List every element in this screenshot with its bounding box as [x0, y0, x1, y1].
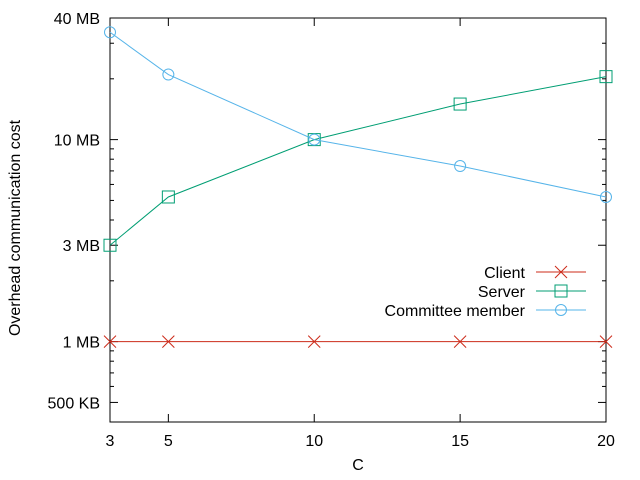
data-point [308, 133, 321, 146]
data-point [554, 284, 568, 298]
data-point [555, 304, 567, 316]
y-tick-label: 500 KB [48, 395, 100, 412]
y-tick-label: 3 MB [63, 238, 100, 255]
series-line [109, 76, 607, 246]
data-point [599, 335, 613, 348]
series-layer [103, 26, 613, 348]
data-point [599, 70, 613, 84]
data-point [103, 335, 117, 348]
data-point [161, 335, 175, 348]
data-point [600, 190, 612, 203]
data-point [453, 335, 467, 348]
series-server [103, 70, 613, 252]
data-point [454, 160, 467, 173]
data-point [161, 190, 175, 204]
x-tick-label: 20 [597, 433, 615, 450]
data-point [103, 238, 117, 252]
plot-frame [109, 17, 607, 423]
y-axis-label: Overhead communication cost [7, 119, 24, 336]
y-tick-label: 1 MB [63, 335, 100, 352]
series-committee-member [104, 26, 612, 203]
legend-label: Client [484, 265, 525, 282]
data-point [162, 68, 175, 81]
data-point [554, 265, 568, 279]
axis-ticks: 40 MB 10 MB 3 MB 1 MB 500 KB 3 5 10 15 20 [48, 11, 615, 450]
legend-label: Server [478, 284, 526, 301]
x-tick-label: 5 [164, 433, 173, 450]
x-tick-label: 10 [305, 433, 323, 450]
data-point [104, 26, 116, 39]
data-point [453, 97, 467, 111]
series-line [109, 31, 607, 198]
data-point [307, 335, 321, 348]
x-tick-label: 3 [106, 433, 115, 450]
x-tick-label: 15 [451, 433, 469, 450]
legend-label: Committee member [385, 303, 526, 320]
y-tick-label: 10 MB [54, 133, 100, 150]
legend: Client Server Committee member [385, 265, 586, 320]
series-client [103, 335, 613, 348]
y-tick-label: 40 MB [54, 11, 100, 28]
x-axis-label: C [352, 457, 364, 474]
